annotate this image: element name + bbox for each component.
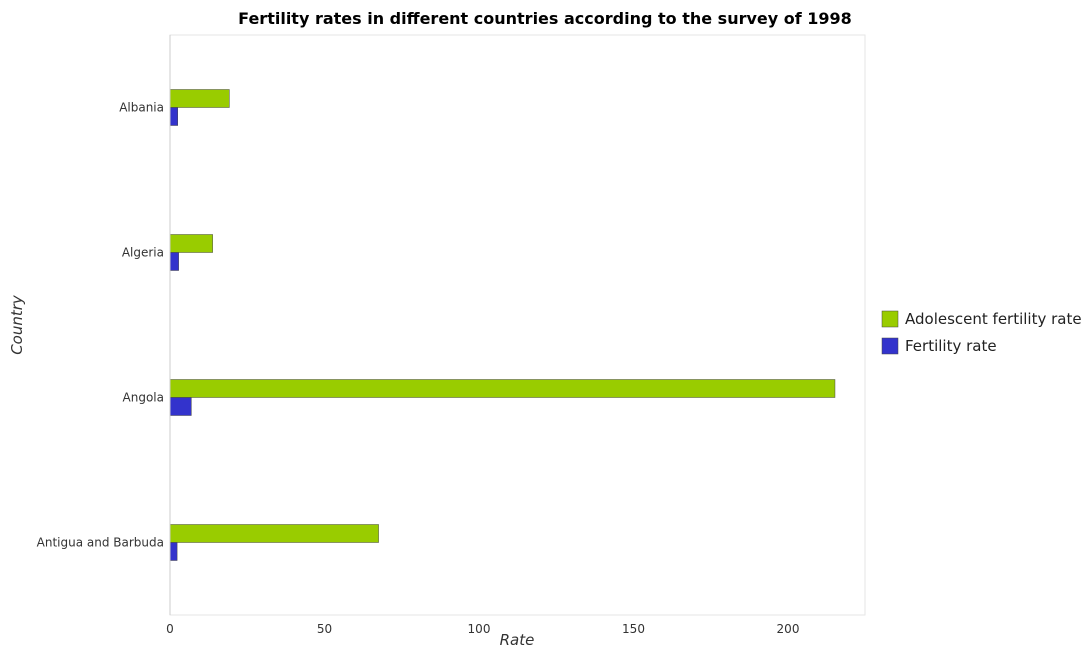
legend: Adolescent fertility rate Fertility rate — [881, 310, 1082, 355]
bar-adolescent-albania — [169, 89, 230, 108]
legend-label: Fertility rate — [905, 337, 997, 355]
bar-fertility-algeria — [169, 252, 179, 271]
x-tick-label: 50 — [317, 622, 332, 636]
x-tick-label: 200 — [777, 622, 800, 636]
y-tick-label: Antigua and Barbuda — [37, 536, 164, 550]
y-tick-label: Algeria — [122, 246, 164, 260]
x-tick-labels: 0 50 100 150 200 — [166, 622, 799, 636]
legend-label: Adolescent fertility rate — [905, 310, 1082, 328]
y-tick-label: Albania — [119, 101, 164, 115]
legend-swatch — [881, 337, 899, 355]
bar-fertility-antigua-and-barbuda — [169, 542, 178, 561]
chart-title: Fertility rates in different countries a… — [238, 9, 852, 28]
x-tick-label: 100 — [468, 622, 491, 636]
bar-fertility-angola — [169, 397, 192, 416]
y-axis-label: Country — [8, 294, 26, 355]
y-tick-labels: Albania Algeria Angola Antigua and Barbuda — [37, 101, 164, 550]
bar-adolescent-angola — [169, 379, 836, 398]
bars — [169, 89, 836, 561]
x-axis-label: Rate — [500, 631, 535, 649]
bar-adolescent-algeria — [169, 234, 213, 253]
bar-fertility-albania — [169, 107, 178, 126]
bar-adolescent-antigua-and-barbuda — [169, 524, 379, 543]
plot-area — [169, 34, 866, 616]
y-tick-label: Angola — [123, 391, 164, 405]
x-tick-label: 0 — [166, 622, 174, 636]
legend-swatch — [881, 310, 899, 328]
x-tick-label: 150 — [622, 622, 645, 636]
